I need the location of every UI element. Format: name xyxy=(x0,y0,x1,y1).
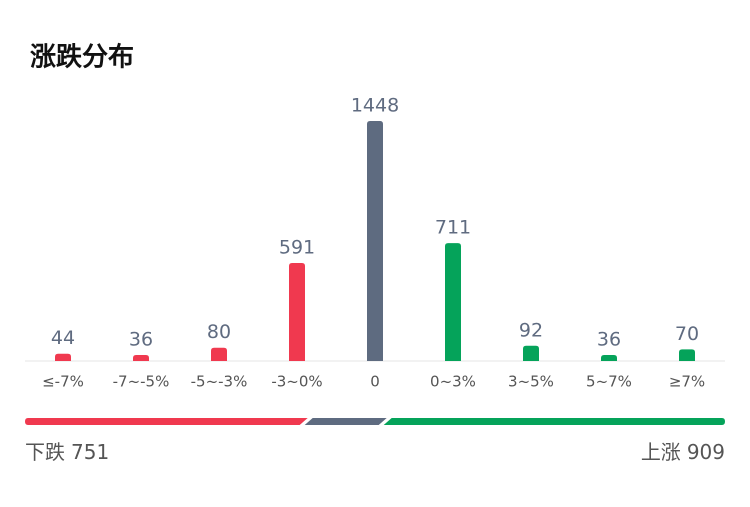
x-tick-label: 0 xyxy=(370,373,380,391)
x-tick-label: ≤-7% xyxy=(42,373,84,391)
up-label: 上涨 xyxy=(641,440,681,464)
bar xyxy=(289,263,305,361)
value-label: 36 xyxy=(597,329,621,351)
down-value: 751 xyxy=(71,440,109,464)
up-value: 909 xyxy=(687,440,725,464)
down-label: 下跌 xyxy=(25,440,65,464)
value-label: 80 xyxy=(207,321,231,343)
bar xyxy=(679,349,695,361)
x-tick-label: 3~5% xyxy=(508,373,554,391)
bar xyxy=(133,355,149,361)
up-summary: 上涨 909 xyxy=(641,440,725,464)
bar xyxy=(211,347,227,361)
bar xyxy=(55,353,71,361)
x-tick-label: -7~-5% xyxy=(113,373,170,391)
x-tick-label: 5~7% xyxy=(586,373,632,391)
up-segment xyxy=(383,418,725,425)
value-label: 711 xyxy=(435,217,471,239)
bar xyxy=(445,243,461,361)
value-label: 36 xyxy=(129,329,153,351)
chart-title: 涨跌分布 xyxy=(30,43,134,73)
x-tick-label: -3~0% xyxy=(271,373,322,391)
value-label: 1448 xyxy=(351,95,399,117)
bar xyxy=(601,355,617,361)
bar xyxy=(523,345,539,361)
x-tick-label: -5~-3% xyxy=(191,373,248,391)
value-label: 591 xyxy=(279,237,315,259)
value-label: 92 xyxy=(519,319,543,341)
down-segment xyxy=(25,418,308,425)
value-label: 70 xyxy=(675,323,699,345)
down-summary: 下跌 751 xyxy=(25,440,109,464)
x-tick-label: ≥7% xyxy=(669,373,705,391)
flat-segment xyxy=(304,418,387,425)
bar xyxy=(367,121,383,361)
value-label: 44 xyxy=(51,327,75,349)
x-tick-label: 0~3% xyxy=(430,373,476,391)
